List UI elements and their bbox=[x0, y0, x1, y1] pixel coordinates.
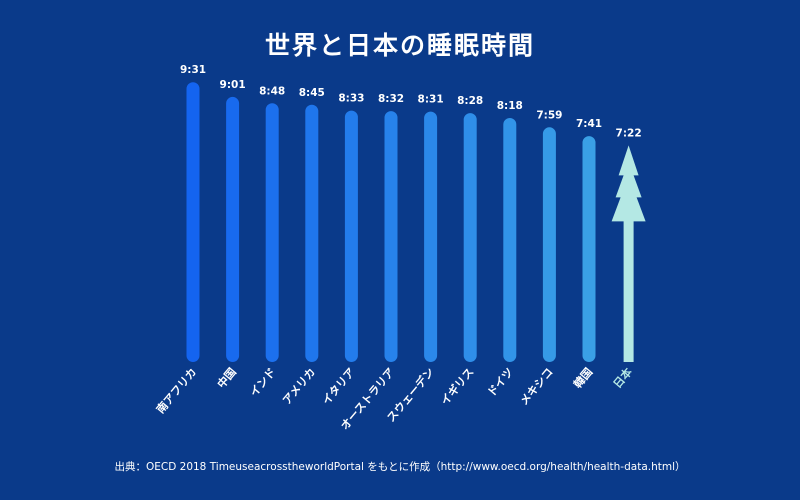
category-label: 南アフリカ bbox=[153, 365, 199, 416]
source-note: 出典：OECD 2018 TimeuseacrosstheworldPortal… bbox=[114, 461, 686, 473]
arrow-shaft bbox=[623, 215, 634, 362]
value-label: 8:32 bbox=[378, 93, 404, 105]
category-label: 韓国 bbox=[570, 365, 595, 391]
bar bbox=[305, 104, 319, 362]
bar bbox=[344, 110, 358, 362]
value-label: 8:28 bbox=[457, 95, 483, 107]
chart-title: 世界と日本の睡眠時間 bbox=[264, 31, 535, 60]
bar bbox=[384, 111, 398, 363]
value-label: 8:18 bbox=[497, 100, 523, 112]
category-label: イギリス bbox=[437, 365, 476, 408]
category-label: メキシコ bbox=[517, 366, 555, 408]
category-label: ドイツ bbox=[485, 366, 516, 400]
bar bbox=[503, 117, 517, 362]
value-label: 8:33 bbox=[338, 93, 364, 105]
bar bbox=[463, 113, 477, 362]
arrow-head bbox=[611, 145, 646, 222]
bar bbox=[186, 82, 200, 363]
value-label: 8:48 bbox=[259, 85, 285, 97]
value-label: 9:31 bbox=[180, 64, 206, 76]
value-label: 9:01 bbox=[220, 79, 246, 91]
value-label: 7:59 bbox=[536, 109, 562, 121]
highlight-arrow bbox=[611, 145, 646, 362]
bar bbox=[265, 103, 279, 362]
category-label: アメリカ bbox=[280, 366, 318, 408]
value-label: 8:45 bbox=[299, 87, 325, 99]
bar bbox=[226, 96, 240, 362]
value-label: 7:41 bbox=[576, 118, 602, 130]
value-label: 7:22 bbox=[616, 127, 642, 139]
bar bbox=[542, 127, 556, 362]
category-label: インド bbox=[247, 366, 278, 400]
bar bbox=[582, 136, 596, 362]
category-label: 中国 bbox=[214, 365, 239, 391]
category-label: 日本 bbox=[610, 365, 635, 391]
value-label: 8:31 bbox=[418, 94, 444, 106]
category-label: イタリア bbox=[320, 366, 358, 408]
bar bbox=[424, 111, 438, 362]
